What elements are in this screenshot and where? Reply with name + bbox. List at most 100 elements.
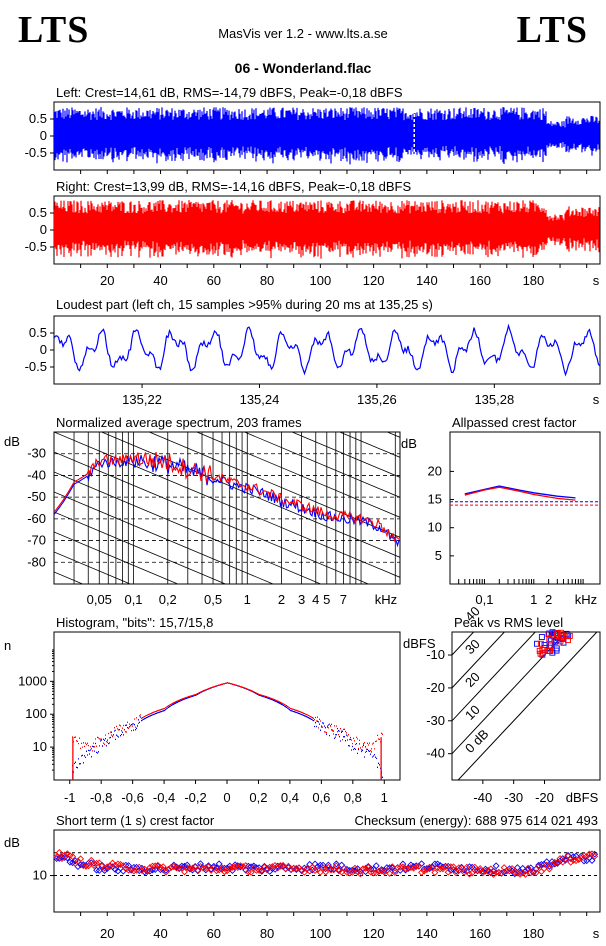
stc-point xyxy=(319,864,327,872)
stc-point xyxy=(386,869,394,877)
spectrum-ytick-label: -80 xyxy=(27,554,46,569)
stc-point xyxy=(524,864,532,872)
stc-xtick-label: 140 xyxy=(416,926,438,941)
spectrum-slope-line xyxy=(243,432,400,498)
pvr-point xyxy=(534,640,540,647)
stc-point xyxy=(567,858,575,866)
histogram-xtick-label: 0,6 xyxy=(312,790,330,805)
stc-point xyxy=(215,866,223,874)
stc-point xyxy=(85,862,93,870)
stc-point xyxy=(306,867,314,875)
stc-point xyxy=(553,858,561,866)
pvr-point xyxy=(540,649,546,656)
loudest-signal xyxy=(53,323,601,377)
right_waveform-title: Right: Crest=13,99 dB, RMS=-14,16 dBFS, … xyxy=(56,179,411,194)
crest-ylabel: dB xyxy=(401,436,417,451)
stc-point xyxy=(527,869,535,877)
stc-point xyxy=(556,855,564,862)
stc-point xyxy=(591,852,599,860)
stc-point xyxy=(159,863,167,871)
stc-point xyxy=(497,869,505,877)
spectrum-slope-line xyxy=(54,632,400,777)
stc-xtick-label: 60 xyxy=(207,926,221,941)
left_waveform-ytick-label: 0 xyxy=(40,128,47,143)
stc-point xyxy=(545,865,553,873)
histogram-xtick-label: 0,4 xyxy=(281,790,299,805)
stc-point xyxy=(117,861,125,868)
loudest-xtick-label: 135,26 xyxy=(357,392,397,407)
stc-point xyxy=(69,853,77,861)
crest-xunit: kHz xyxy=(575,592,597,607)
spectrum-ylabel: dB xyxy=(4,434,20,449)
stc-point xyxy=(372,869,380,877)
left_waveform-signal xyxy=(53,107,600,165)
pvr-xlabel: dBFS xyxy=(566,790,599,805)
stc-point xyxy=(335,866,343,874)
stc-point xyxy=(287,865,295,873)
stc-point xyxy=(567,854,575,862)
spectrum-slope-line xyxy=(291,432,400,478)
spectrum-slope-line xyxy=(195,432,400,518)
stc-point xyxy=(340,864,348,872)
stc-point xyxy=(479,869,487,877)
pvr-point xyxy=(554,633,561,639)
stc-point xyxy=(311,867,319,875)
right_waveform-ytick-label: 0 xyxy=(40,222,47,237)
pvr-ytick-label: -10 xyxy=(426,647,445,662)
pvr-crest-label: 30 xyxy=(462,636,483,657)
stc-point xyxy=(431,869,439,877)
stc-point xyxy=(141,865,149,873)
pvr-frame xyxy=(451,631,601,781)
stc-point xyxy=(452,869,460,877)
stc-point xyxy=(69,859,77,867)
stc-point xyxy=(372,862,380,870)
stc-point xyxy=(178,864,186,872)
stc-point xyxy=(521,870,529,878)
stc-point xyxy=(575,856,583,864)
right_waveform-ytick-label: 0.5 xyxy=(29,205,47,220)
stc-point xyxy=(487,869,495,877)
stc-point xyxy=(439,865,447,873)
right_waveform-xtick-label: 60 xyxy=(207,273,221,288)
stc-point xyxy=(511,870,519,878)
spectrum-title: Normalized average spectrum, 203 frames xyxy=(56,415,302,430)
right_waveform-xunit: s xyxy=(593,273,600,288)
stc-point xyxy=(242,862,250,870)
stc-point xyxy=(388,863,396,871)
stc-xunit: s xyxy=(593,926,600,941)
stc-xtick-label: 180 xyxy=(523,926,545,941)
stc-point xyxy=(354,868,362,876)
histogram-ytick-label: 1000 xyxy=(18,673,47,688)
stc-point xyxy=(415,862,423,870)
stc-point xyxy=(410,864,418,872)
stc-point xyxy=(250,862,258,870)
pvr-point xyxy=(553,645,560,652)
histogram-xtick-label: -0,4 xyxy=(153,790,175,805)
stc-point xyxy=(463,863,471,871)
stc-point xyxy=(513,869,521,877)
stc-point xyxy=(295,864,303,872)
stc-xtick-label: 100 xyxy=(309,926,331,941)
stc-point xyxy=(474,866,481,874)
spectrum-ytick-label: -60 xyxy=(27,511,46,526)
stc-point xyxy=(87,856,95,864)
stc-point xyxy=(316,868,324,876)
stc-point xyxy=(292,866,300,873)
stc-point xyxy=(420,867,428,875)
stc-point xyxy=(298,866,306,874)
spectrum-xtick-label: 5 xyxy=(323,592,330,607)
stc-point xyxy=(95,866,103,874)
stc-point xyxy=(170,863,178,871)
histogram-xtick-label: 1 xyxy=(381,790,388,805)
histogram-ytick-label: 100 xyxy=(25,706,47,721)
stc-point xyxy=(322,868,330,876)
right_waveform-signal xyxy=(53,200,600,259)
stc-point xyxy=(247,863,255,871)
stc-point xyxy=(181,868,188,876)
stc-point xyxy=(492,862,500,870)
logo-right: LTS xyxy=(516,9,588,51)
stc-point xyxy=(183,864,191,872)
stc-point xyxy=(476,865,484,873)
file-title: 06 - Wonderland.flac xyxy=(234,60,372,76)
stc-point xyxy=(489,870,497,878)
